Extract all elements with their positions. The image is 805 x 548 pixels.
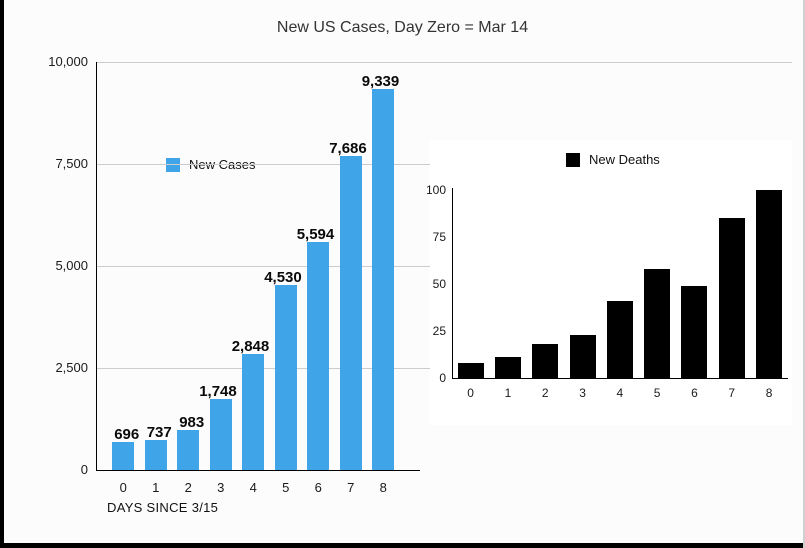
x-axis-tick-label: 3 [217, 480, 225, 495]
x-axis-tick-label: 2 [184, 480, 192, 495]
x-axis-tick-label: 8 [379, 480, 387, 495]
x-axis-tick-label: 7 [347, 480, 355, 495]
x-axis-tick-label: 8 [765, 386, 773, 400]
x-axis-tick-label: 4 [616, 386, 624, 400]
bar-value-label: 737 [146, 424, 172, 441]
y-axis-tick-label: 75 [432, 230, 446, 244]
y-axis-tick-label: 10,000 [48, 54, 88, 69]
bar-value-label: 5,594 [296, 226, 335, 243]
bottom-border [0, 543, 805, 548]
x-axis-tick-label: 5 [282, 480, 290, 495]
x-axis-tick-label: 7 [728, 386, 736, 400]
y-axis-tick-label: 0 [80, 462, 88, 477]
bar-new-cases [274, 285, 297, 470]
legend-new-deaths: New Deaths [566, 152, 660, 167]
y-axis-line [96, 62, 97, 470]
y-axis-tick-label: 5,000 [55, 258, 88, 273]
bar-new-cases [372, 89, 395, 470]
left-border [0, 0, 4, 548]
y-axis-tick-label: 2,500 [55, 360, 88, 375]
bar-value-label: 983 [179, 414, 205, 431]
gridline [96, 62, 792, 63]
bar-new-deaths [644, 269, 671, 378]
x-axis-tick-label: 5 [653, 386, 661, 400]
bar-value-label: 1,748 [199, 383, 237, 400]
y-axis-line [452, 188, 453, 378]
bar-value-label: 9,339 [361, 73, 400, 90]
x-axis-line [96, 470, 420, 471]
x-axis-tick-label: 1 [504, 386, 512, 400]
bar-value-label: 7,686 [329, 140, 367, 157]
y-axis-tick-label: 0 [439, 371, 446, 385]
chart-title: New US Cases, Day Zero = Mar 14 [276, 19, 529, 36]
legend-swatch-black [566, 152, 580, 167]
bar-new-cases [144, 440, 167, 470]
y-axis-tick-label: 25 [432, 324, 446, 338]
x-axis-tick-label: 3 [579, 386, 586, 400]
bar-new-cases [112, 442, 135, 470]
bar-new-cases [339, 156, 362, 470]
bar-value-label: 696 [114, 426, 140, 443]
bar-new-cases [209, 399, 232, 470]
bar-value-label: 2,848 [231, 338, 270, 355]
inset-deaths-chart: New Deaths 0 25 50 75 100 0 1 2 3 4 5 6 7 8 [426, 140, 792, 425]
bar-value-label: 4,530 [264, 269, 302, 286]
bar-new-deaths [756, 190, 783, 378]
x-axis-tick-label: 4 [249, 480, 257, 495]
bar-new-deaths [681, 286, 708, 378]
y-axis-tick-label: 50 [432, 277, 446, 291]
bar-new-deaths [457, 363, 484, 378]
x-axis-title: DAYS SINCE 3/15 [107, 500, 219, 515]
x-axis-tick-label: 6 [691, 386, 698, 400]
x-axis-tick-label: 2 [541, 386, 549, 400]
bar-new-deaths [569, 335, 596, 378]
bar-new-deaths [494, 357, 521, 378]
y-axis-tick-label: 100 [425, 183, 446, 197]
x-axis-tick-label: 0 [119, 480, 127, 495]
bar-new-deaths [606, 301, 633, 378]
x-axis-tick-label: 1 [152, 480, 160, 495]
legend-label: New Deaths [589, 152, 660, 167]
x-axis-tick-label: 6 [314, 480, 322, 495]
bar-new-cases [307, 242, 330, 470]
bar-new-deaths [532, 344, 559, 378]
right-border [803, 0, 805, 548]
bar-new-cases [242, 354, 265, 470]
x-axis-line [452, 378, 788, 379]
bar-new-cases [177, 430, 200, 470]
y-axis-tick-label: 7,500 [55, 156, 88, 171]
bar-new-deaths [718, 218, 745, 378]
x-axis-tick-label: 0 [467, 386, 474, 400]
